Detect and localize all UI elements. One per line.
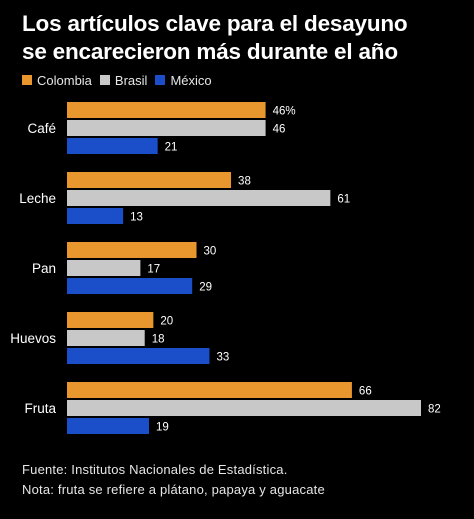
value-label-leche-colombia: 38 [238,176,251,188]
bar-huevos-mexico [67,348,210,364]
chart-legend: Colombia Brasil México [22,72,220,88]
value-label-pan-mexico: 29 [199,282,212,294]
bar-leche-mexico [67,208,124,224]
category-label-huevos: Huevos [10,331,56,346]
bar-fruta-brasil [67,400,421,416]
chart-title-line-1: Los artículos clave para el desayuno [22,11,408,36]
legend-swatch-mexico [155,75,166,85]
bar-leche-colombia [67,172,232,188]
value-label-leche-mexico: 13 [130,212,143,224]
value-label-pan-brasil: 17 [147,264,160,276]
bar-fruta-colombia [67,382,352,398]
bar-cafe-mexico [67,138,158,154]
category-label-pan: Pan [32,261,56,276]
bar-cafe-brasil [67,120,266,136]
bar-pan-colombia [67,242,197,258]
bar-pan-brasil [67,260,141,276]
value-label-leche-brasil: 61 [337,194,350,206]
value-label-huevos-brasil: 18 [152,334,165,346]
footnote: Nota: fruta se refiere a plátano, papaya… [22,482,325,497]
legend-item-mexico: México [155,72,212,88]
chart-title-line-2: se encarecieron más durante el año [22,39,398,64]
bar-chart: Café 46% 46 21 Leche 38 61 13 Pan 30 17 29 Huevos 20 1… [10,102,441,434]
bar-fruta-mexico [67,418,150,434]
chart-footer: Fuente: Institutos Nacionales de Estadís… [22,460,325,500]
legend-label-colombia: Colombia [37,72,92,88]
value-label-cafe-mexico: 21 [165,142,178,154]
legend-swatch-colombia [22,75,32,85]
value-label-cafe-colombia: 46% [273,106,296,118]
value-label-huevos-mexico: 33 [216,352,229,364]
legend-item-colombia: Colombia [22,73,92,88]
category-label-cafe: Café [27,121,56,136]
source-note: Fuente: Institutos Nacionales de Estadís… [22,462,288,477]
legend-label-mexico: México [170,72,212,88]
legend-swatch-brasil [99,75,110,85]
chart-title: Los artículos clave para el desayuno se … [22,10,462,66]
value-label-cafe-brasil: 46 [273,124,286,136]
bar-leche-brasil [67,190,331,206]
legend-item-brasil: Brasil [99,72,148,88]
value-label-fruta-mexico: 19 [156,422,169,434]
value-label-huevos-colombia: 20 [160,316,173,328]
category-label-leche: Leche [19,191,56,206]
value-label-fruta-colombia: 66 [359,386,372,398]
bar-huevos-colombia [67,312,154,328]
category-label-fruta: Fruta [24,401,56,416]
bar-cafe-colombia [67,102,266,118]
value-label-fruta-brasil: 82 [428,404,441,416]
value-label-pan-colombia: 30 [204,246,217,258]
legend-label-brasil: Brasil [114,72,148,88]
bar-pan-mexico [67,278,193,294]
bar-huevos-brasil [67,330,145,346]
